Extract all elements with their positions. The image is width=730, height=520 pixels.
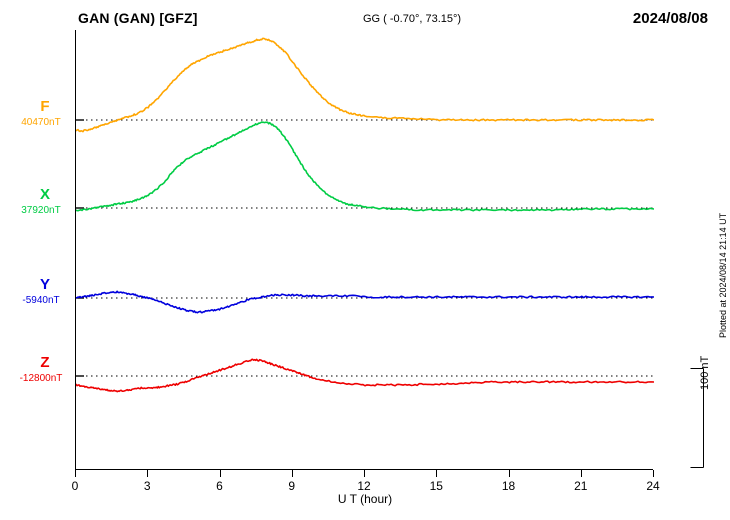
curve-y [76, 290, 654, 314]
scale-bar-label: 100 nT [699, 355, 711, 390]
x-axis-title: U T (hour) [337, 492, 393, 506]
curve-z [76, 358, 654, 393]
x-tick [219, 470, 221, 477]
magnetogram-plot-area [75, 30, 654, 470]
x-tick [364, 470, 365, 477]
station-title: GAN (GAN) [GFZ] [78, 10, 198, 26]
observation-date: 2024/08/08 [632, 10, 708, 27]
x-tick-label: 24 [646, 479, 660, 493]
component-label-y: Y [39, 276, 50, 293]
x-tick [291, 470, 293, 477]
curve-x [76, 121, 654, 212]
x-tick-label: 6 [216, 479, 223, 493]
x-tick-label: 12 [357, 479, 371, 493]
x-tick-label: 9 [288, 479, 296, 493]
x-tick-label: 3 [143, 479, 151, 493]
x-tick [147, 470, 149, 477]
x-tick-label: 21 [574, 479, 588, 493]
plotted-at-timestamp: Plotted at 2024/08/14 21:14 UT [718, 212, 728, 338]
x-tick [653, 470, 654, 477]
x-tick [436, 470, 438, 477]
component-label-z: Z [40, 354, 50, 371]
x-tick [508, 470, 510, 477]
component-baseline-y: -5940nT [22, 295, 60, 306]
curve-f [76, 37, 654, 133]
component-baseline-x: 37920nT [21, 205, 61, 216]
x-tick-label: 15 [429, 479, 443, 493]
magnetogram-curves [76, 37, 654, 393]
scale-bar [690, 368, 704, 468]
component-label-f: F [40, 98, 50, 115]
component-baseline-f: 40470nT [21, 117, 61, 128]
x-tick [75, 470, 76, 477]
component-label-x: X [39, 186, 50, 203]
component-baseline-z: -12800nT [19, 373, 63, 384]
geographic-coordinates: GG ( -0.70°, 73.15°) [363, 13, 462, 25]
x-tick [580, 470, 582, 477]
x-tick-label: 18 [501, 479, 516, 493]
x-tick-label: 0 [71, 479, 79, 493]
